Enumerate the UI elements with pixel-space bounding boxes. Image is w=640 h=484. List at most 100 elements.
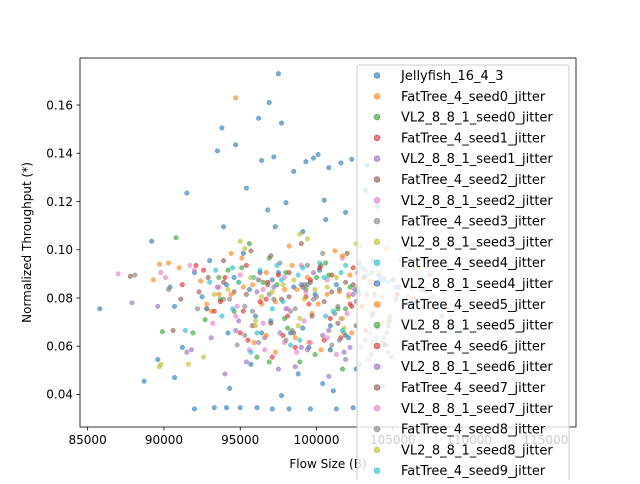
data-point (275, 366, 281, 372)
data-point (129, 300, 135, 306)
data-point (257, 267, 263, 273)
legend-marker (373, 113, 381, 121)
data-point (272, 349, 278, 355)
legend-marker (373, 446, 381, 454)
y-axis-ticks: 0.04 0.06 0.08 0.10 0.12 0.14 0.16 (46, 98, 80, 402)
legend-marker (373, 197, 381, 204)
data-point (188, 347, 194, 353)
legend-marker (373, 155, 381, 162)
data-point (288, 342, 294, 348)
data-point (274, 262, 280, 268)
data-point (297, 359, 303, 365)
data-point (271, 296, 277, 302)
data-point (269, 306, 275, 312)
data-point (349, 303, 355, 309)
data-point (254, 330, 260, 336)
data-point (280, 299, 286, 305)
data-point (228, 291, 234, 297)
y-axis-label: Normalized Throughput (*) (20, 162, 34, 323)
data-point (286, 243, 292, 249)
legend-marker (373, 259, 381, 267)
data-point (269, 406, 275, 412)
legend-marker (373, 384, 381, 391)
legend-label: VL2_8_8_1_seed5_jitter (401, 319, 553, 334)
data-point (269, 277, 275, 283)
data-point (333, 282, 339, 288)
legend-entry: FatTree_4_seed9_jitter (373, 464, 546, 479)
data-point (298, 241, 304, 247)
data-point (256, 277, 262, 283)
data-point (242, 332, 248, 338)
data-point (343, 306, 349, 312)
data-point (283, 200, 289, 206)
data-point (225, 330, 231, 336)
data-point (233, 95, 239, 101)
legend-marker (373, 405, 381, 412)
legend: Jellyfish_16_4_3 FatTree_4_seed0_jitter VL… (356, 64, 570, 484)
data-point (291, 168, 297, 174)
data-point (260, 320, 266, 326)
legend-entry: VL2_8_8_1_seed8_jitter (373, 443, 553, 458)
data-point (333, 274, 339, 281)
data-point (243, 291, 249, 297)
data-point (185, 361, 191, 367)
data-point (207, 279, 213, 285)
legend-label: VL2_8_8_1_seed3_jitter (401, 235, 553, 250)
legend-label: VL2_8_8_1_seed2_jitter (401, 194, 553, 209)
data-point (263, 332, 269, 338)
data-point (333, 406, 339, 412)
data-point (184, 349, 190, 355)
data-point (289, 327, 295, 334)
data-point (343, 332, 349, 338)
data-point (318, 347, 324, 353)
legend-marker (373, 425, 381, 433)
data-point (193, 262, 199, 268)
data-point (245, 337, 251, 343)
legend-entry: FatTree_4_seed2_jitter (373, 173, 546, 188)
data-point (339, 315, 346, 322)
data-point (297, 315, 303, 322)
data-point (158, 361, 164, 367)
data-point (216, 274, 222, 281)
data-point (330, 308, 336, 314)
data-point (222, 274, 228, 281)
data-point (326, 272, 332, 278)
data-point (176, 265, 182, 271)
data-point (301, 318, 307, 324)
data-point (286, 406, 292, 412)
data-point (265, 282, 271, 288)
data-point (294, 349, 300, 355)
legend-marker (373, 93, 381, 100)
legend-marker (373, 342, 381, 350)
data-point (155, 356, 161, 363)
data-point (307, 340, 313, 346)
data-point (314, 274, 320, 281)
data-point (217, 299, 223, 305)
data-point (292, 344, 298, 350)
data-point (350, 265, 356, 271)
data-point (271, 154, 277, 160)
data-point (321, 299, 327, 305)
legend-label: FatTree_4_seed3_jitter (401, 215, 546, 230)
data-point (320, 332, 326, 338)
data-point (349, 156, 355, 162)
legend-label: VL2_8_8_1_seed8_jitter (401, 443, 553, 458)
legend-entry: VL2_8_8_1_seed2_jitter (373, 194, 553, 209)
data-point (347, 272, 353, 278)
data-point (266, 359, 272, 365)
data-point (310, 155, 317, 161)
legend-label: FatTree_4_seed6_jitter (401, 339, 546, 354)
data-point (205, 274, 211, 281)
data-point (269, 354, 275, 360)
data-point (304, 236, 310, 242)
data-point (285, 313, 291, 319)
legend-label: VL2_8_8_1_seed4_jitter (401, 277, 553, 292)
legend-entry: FatTree_4_seed8_jitter (373, 423, 546, 438)
data-point (220, 258, 227, 264)
data-point (321, 274, 327, 281)
legend-entry: FatTree_4_seed1_jitter (373, 131, 546, 146)
legend-label: FatTree_4_seed5_jitter (401, 298, 546, 313)
data-point (162, 274, 169, 281)
data-point (220, 224, 227, 230)
legend-label: FatTree_4_seed8_jitter (401, 423, 546, 438)
